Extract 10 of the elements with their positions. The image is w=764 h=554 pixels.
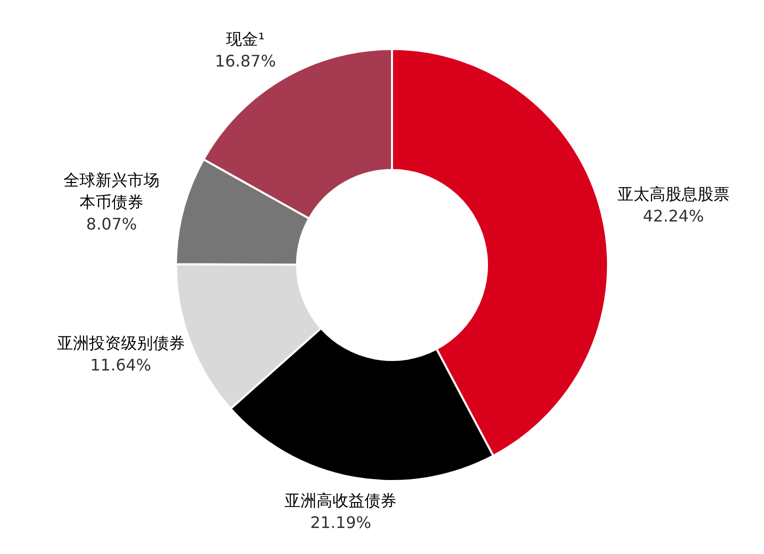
slice-label: 现金¹ xyxy=(226,29,265,48)
data-label: 21.19% xyxy=(310,513,372,532)
data-label: 16.87% xyxy=(214,51,276,70)
slice-label: 亚太高股息股票 xyxy=(617,184,730,204)
slice-label: 全球新兴市场本币债券 xyxy=(64,170,160,212)
slice-label: 亚洲投资级别债券 xyxy=(56,333,185,352)
data-label: 11.64% xyxy=(90,355,152,374)
data-label: 42.24% xyxy=(642,206,704,226)
slice-label: 亚洲高收益债券 xyxy=(284,491,397,510)
data-label: 8.07% xyxy=(86,214,137,234)
